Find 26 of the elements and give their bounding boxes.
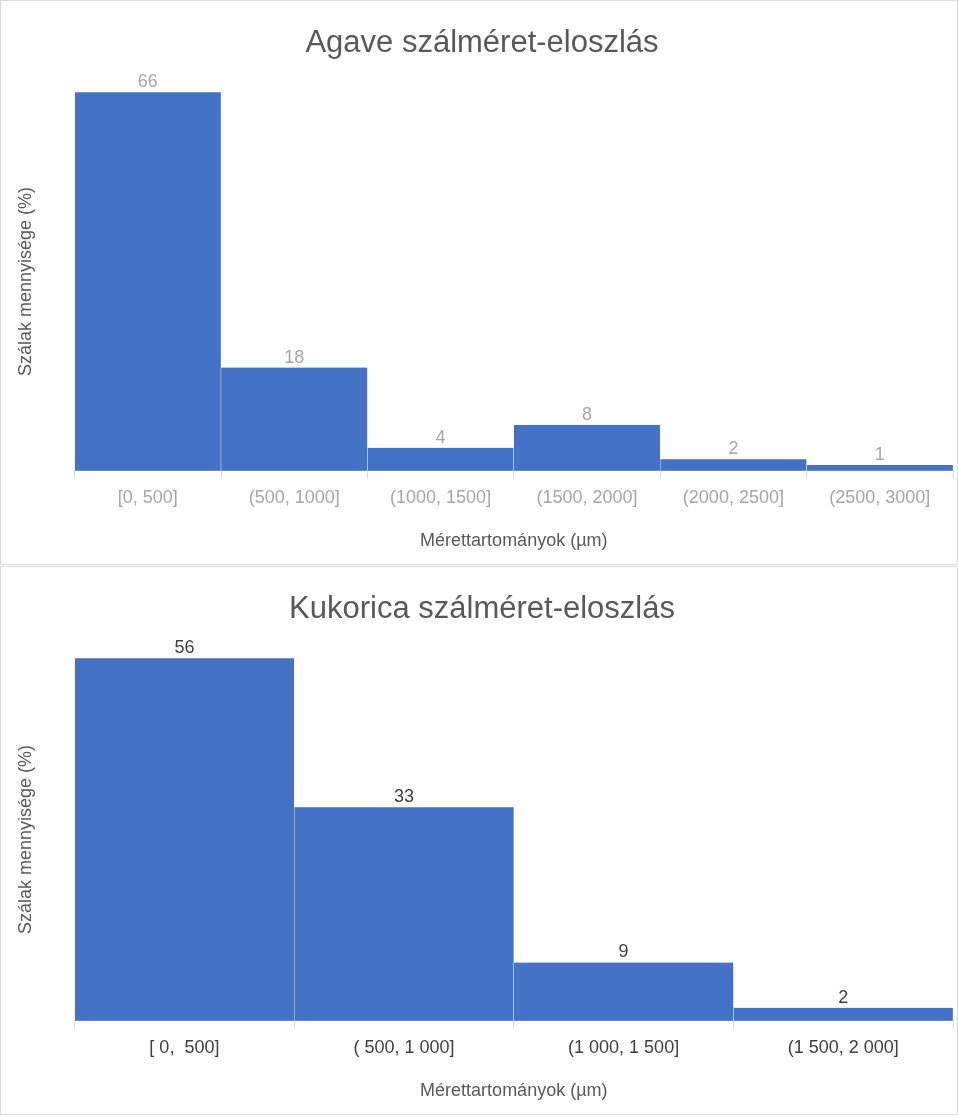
data-label: 9 <box>618 941 629 962</box>
data-label: 33 <box>393 786 415 807</box>
data-label: 2 <box>838 986 849 1007</box>
chart-title: Kukorica szálméret-eloszlás <box>289 590 675 626</box>
y-axis-title: Szálak mennyisége (%) <box>14 744 35 935</box>
x-tick-label: [0, 500] <box>117 486 178 507</box>
data-label: 8 <box>581 403 593 424</box>
y-axis-title: Szálak mennyisége (%) <box>14 186 35 377</box>
x-tick-label: (500, 1000] <box>248 486 340 507</box>
data-label: 18 <box>284 346 305 367</box>
x-tick-label: (1500, 2000] <box>536 486 638 507</box>
x-tick-label: (1 500, 2 000] <box>787 1036 899 1057</box>
x-tick-label: (1 000, 1 500] <box>568 1036 680 1057</box>
x-tick-label: (2500, 3000] <box>829 486 931 507</box>
x-tick-label: ( 500, 1 000] <box>353 1036 455 1057</box>
x-tick-label: (1000, 1500] <box>390 486 492 507</box>
x-tick-label: [ 0, 500] <box>149 1036 220 1057</box>
data-label: 1 <box>874 444 885 465</box>
x-axis-title: Mérettartományok (µm) <box>420 1080 608 1101</box>
data-label: 66 <box>137 71 158 92</box>
data-label: 56 <box>174 637 195 658</box>
data-label: 2 <box>728 438 739 459</box>
data-label: 4 <box>435 426 446 447</box>
x-axis-title: Mérettartományok (µm) <box>420 530 608 551</box>
chart-title: Agave szálméret-eloszlás <box>305 24 659 60</box>
x-tick-label: (2000, 2500] <box>682 486 784 507</box>
